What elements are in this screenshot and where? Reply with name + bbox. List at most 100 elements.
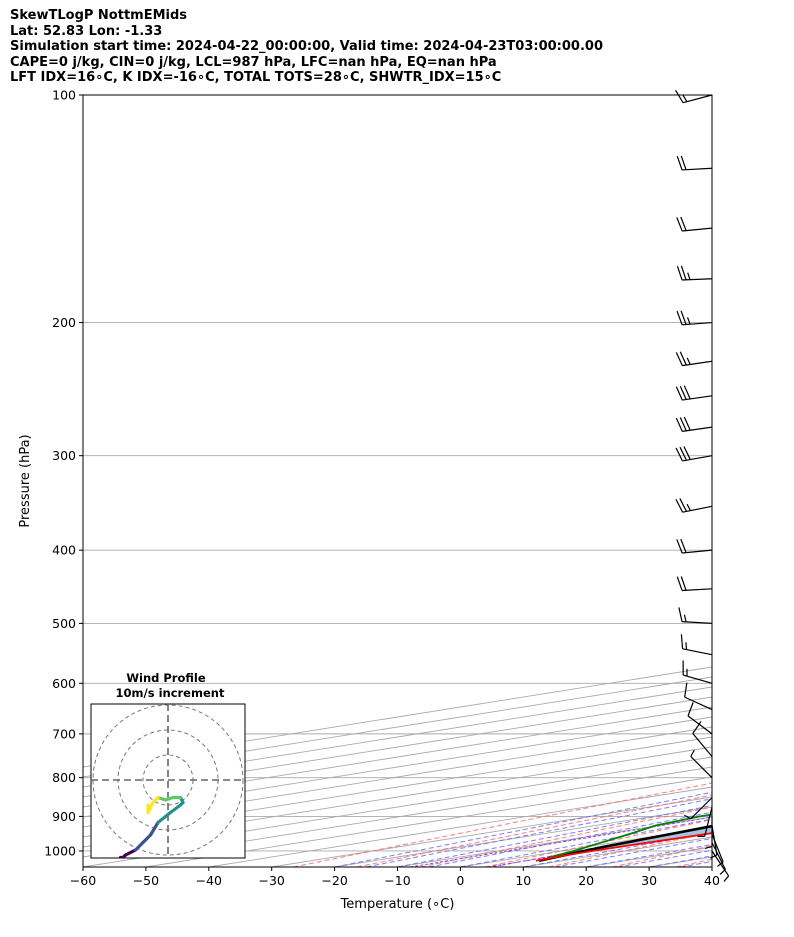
wind-barb: [684, 797, 713, 820]
wind-barb-shaft: [711, 842, 726, 870]
moist-adiabat-line: [617, 849, 712, 867]
y-tick-label: 900: [52, 809, 76, 824]
wind-barb-half-flag: [710, 854, 718, 859]
wind-barb-flag: [683, 446, 691, 460]
wind-barb: [680, 634, 713, 656]
wind-barb-shaft: [682, 278, 713, 281]
wind-barb-half-flag: [686, 317, 691, 325]
wind-barb-flag: [683, 385, 691, 400]
wind-barb: [675, 416, 713, 432]
wind-barb-half-flag: [685, 642, 688, 650]
isotherm-line: [271, 796, 712, 867]
wind-barb-shaft: [692, 733, 713, 757]
wind-barb-flag: [679, 417, 687, 432]
wind-barb-flag: [678, 607, 683, 622]
dry-adiabat-line: [740, 95, 794, 867]
wind-barb-shaft: [682, 674, 713, 684]
isotherm-line: [711, 866, 712, 867]
chart-title-line-4: CAPE=0 j/kg, CIN=0 j/kg, LCL=987 hPa, LF…: [10, 54, 497, 70]
moist-adiabat-line: [491, 825, 712, 867]
wind-barb-shaft: [682, 321, 713, 326]
wind-barb-flag: [675, 386, 683, 401]
moist-adiabat-line: [711, 866, 712, 867]
x-tick-label: −60: [70, 873, 96, 888]
wind-barb-flag: [675, 417, 683, 432]
y-tick-label: 300: [52, 448, 76, 463]
wind-barb-shaft: [682, 648, 713, 656]
isotherm-line: [83, 686, 712, 788]
moist-adiabat-line: [428, 811, 712, 867]
wind-barb-shaft: [682, 505, 713, 513]
wind-barb-flag: [676, 576, 683, 591]
dry-adiabat-line: [548, 831, 712, 867]
moist-adiabat-line: [460, 818, 712, 867]
wind-barb-shaft: [682, 549, 713, 554]
isotherm-line: [460, 826, 712, 867]
wind-barb-half-flag: [682, 95, 688, 103]
wind-barb-shaft: [682, 621, 713, 625]
cin-shaded-area: [536, 826, 712, 861]
dry-adiabat-line: [356, 794, 712, 867]
x-tick-label: 30: [641, 873, 657, 888]
wind-barb-flag: [675, 498, 684, 513]
wind-barb: [676, 310, 713, 326]
x-tick-label: 10: [515, 873, 531, 888]
wind-barb-flag: [683, 416, 691, 431]
wind-barb-half-flag: [683, 614, 687, 623]
wind-barb: [676, 538, 713, 554]
isotherm-line: [334, 806, 712, 867]
wind-barb-shaft: [684, 696, 713, 711]
hodograph-subtitle: 10m/s increment: [116, 686, 225, 700]
wind-barb-flag: [684, 682, 688, 698]
chart-title-line-5: LFT IDX=16∘C, K IDX=-16∘C, TOTAL TOTS=28…: [10, 70, 502, 85]
temperature-line: [535, 832, 712, 862]
wind-barb-shaft: [682, 455, 713, 462]
wind-barb: [675, 446, 713, 462]
x-tick-label: −50: [133, 873, 159, 888]
wind-barb: [675, 385, 713, 401]
wind-barb-shaft: [682, 227, 713, 232]
wind-barb: [682, 660, 713, 684]
chart-title-line-1: SkewTLogP NottmEMids: [10, 8, 188, 23]
moist-adiabat-line: [744, 95, 794, 867]
isotherm-line: [523, 836, 712, 867]
isotherm-line: [775, 95, 794, 867]
isotherm-line: [83, 706, 712, 808]
wind-barb-flag: [680, 265, 687, 281]
wind-barb-flag: [680, 538, 687, 553]
hodograph-segment: [148, 820, 160, 837]
hodograph-segment: [156, 810, 173, 825]
y-tick-label: 700: [52, 726, 76, 741]
moist-adiabat-line: [586, 843, 712, 867]
hodograph-segment: [168, 803, 183, 815]
wind-barb-half-flag: [686, 503, 691, 511]
isotherm-line: [83, 726, 712, 828]
moist-adiabat-line: [334, 791, 712, 867]
wind-barb-half-flag: [690, 749, 695, 757]
wind-barb-flag: [679, 385, 687, 400]
parcel-profile-line: [538, 824, 712, 862]
wind-barb-shaft: [682, 588, 713, 592]
wind-barb-flag: [676, 539, 683, 554]
dry-adiabat-line: [484, 819, 712, 867]
y-axis-label: Pressure (hPa): [18, 434, 33, 527]
moist-adiabat-line: [554, 837, 712, 867]
hodograph-title: Wind Profile: [126, 671, 206, 685]
wind-barb: [676, 155, 713, 171]
y-tick-label: 100: [52, 88, 76, 103]
wind-barb: [690, 749, 713, 779]
wind-barb-half-flag: [704, 845, 713, 849]
isotherm-line: [649, 856, 712, 867]
y-tick-label: 1000: [44, 843, 76, 858]
wind-barb-flag: [680, 576, 687, 591]
wind-barb: [692, 721, 713, 757]
wind-barb: [676, 576, 713, 592]
wind-barb-flag: [679, 351, 687, 366]
wind-barb-flag: [675, 89, 684, 104]
x-tick-label: −40: [196, 873, 222, 888]
x-tick-label: 40: [704, 873, 720, 888]
wind-barb-shaft: [682, 94, 713, 104]
wind-barb-flag: [679, 498, 688, 512]
wind-barb-shaft: [682, 426, 713, 432]
